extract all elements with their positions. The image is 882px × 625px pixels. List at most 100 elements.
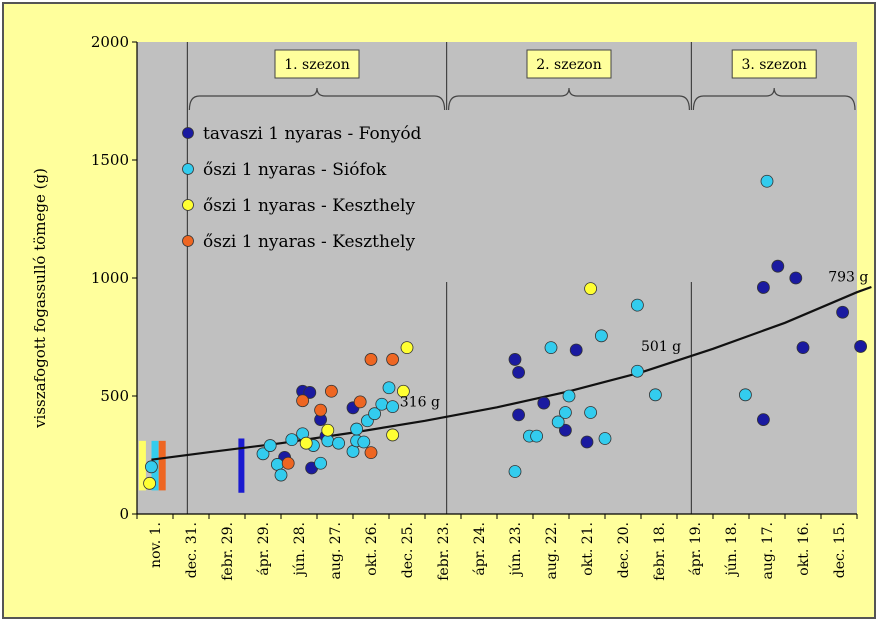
legend-marker xyxy=(182,199,194,211)
legend: tavaszi 1 nyaras - Fonyód őszi 1 nyaras -… xyxy=(182,124,422,252)
initial-stock-bar xyxy=(138,440,146,491)
data-point-series-2 xyxy=(551,415,565,429)
data-point-series-1 xyxy=(303,386,317,399)
y-tick-label: 0 xyxy=(119,505,129,523)
data-point-series-1 xyxy=(757,281,770,294)
data-point-series-2 xyxy=(350,422,364,436)
legend-marker xyxy=(182,163,194,175)
data-point-series-1 xyxy=(757,413,770,427)
data-point-series-2 xyxy=(263,439,277,452)
season-label: 2. szezon xyxy=(536,57,601,73)
data-point-series-2 xyxy=(382,381,396,395)
season-label: 1. szezon xyxy=(284,57,349,73)
trend-annotation: 316 g xyxy=(400,395,440,411)
stocking-bar xyxy=(238,438,245,493)
data-point-series-2 xyxy=(739,388,752,402)
x-tick-label: okt. 16. xyxy=(796,522,812,576)
data-point-series-1 xyxy=(789,271,803,285)
data-point-series-3 xyxy=(299,436,313,450)
data-point-series-2 xyxy=(368,407,382,421)
season-label: 3. szezon xyxy=(741,57,806,73)
x-tick-label: aug. 22. xyxy=(544,522,560,580)
x-tick-label: nov. 1. xyxy=(148,522,164,568)
data-point-series-1 xyxy=(559,423,572,437)
x-tick-label: dec. 31. xyxy=(184,522,200,578)
data-point-series-2 xyxy=(598,432,612,445)
data-point-series-2 xyxy=(321,434,335,448)
x-tick-label: febr. 18. xyxy=(652,522,668,581)
data-point-series-3 xyxy=(143,476,157,490)
data-point-series-2 xyxy=(386,400,400,414)
x-tick-label: dec. 25. xyxy=(400,522,416,578)
data-point-series-4 xyxy=(353,395,367,409)
season-label-box xyxy=(526,49,612,79)
legend-label: tavaszi 1 nyaras - Fonyód xyxy=(203,124,422,144)
data-points xyxy=(143,174,867,490)
y-tick-label: 500 xyxy=(100,387,129,405)
data-point-series-2 xyxy=(595,329,608,343)
data-point-series-4 xyxy=(281,456,295,470)
data-point-series-4 xyxy=(324,384,338,398)
data-point-series-1 xyxy=(512,408,525,422)
x-tick-label: dec. 15. xyxy=(832,522,848,578)
data-point-series-2 xyxy=(760,174,774,188)
y-axis-label: visszafogott fogassulló tömege (g) xyxy=(31,168,49,429)
data-point-series-1 xyxy=(512,365,525,379)
data-point-series-2 xyxy=(274,468,288,482)
x-tick-label: febr. 29. xyxy=(220,522,236,581)
data-point-series-2 xyxy=(649,388,662,402)
legend-label: őszi 1 nyaras - Keszthely xyxy=(203,232,415,252)
data-point-series-3 xyxy=(386,428,400,442)
data-point-series-3 xyxy=(584,282,597,296)
data-point-series-1 xyxy=(796,341,810,355)
data-point-series-2 xyxy=(144,460,158,474)
data-point-series-2 xyxy=(256,447,270,461)
trend-annotation: 501 g xyxy=(641,339,681,355)
axes: 0 500 1000 1500 2000 nov. 1. dec. 31. febr. 29.… xyxy=(91,33,858,581)
initial-stock-bar xyxy=(158,440,166,491)
data-point-series-2 xyxy=(314,456,328,470)
season-label-box xyxy=(731,49,817,79)
y-tick-label: 1500 xyxy=(91,151,129,169)
data-point-series-2 xyxy=(559,406,572,419)
season-dividers: 1. szezon 2. szezon 3. szezon xyxy=(186,42,856,514)
x-tick-label: febr. 23. xyxy=(436,522,452,581)
data-point-series-4 xyxy=(314,403,328,417)
data-point-series-4 xyxy=(386,353,400,366)
season-label-box xyxy=(274,49,360,79)
data-point-series-2 xyxy=(285,433,299,447)
data-point-series-1 xyxy=(508,353,522,366)
legend-label: őszi 1 nyaras - Keszthely xyxy=(203,196,415,216)
data-point-series-2 xyxy=(631,364,644,378)
data-point-series-1 xyxy=(771,259,785,273)
data-point-series-2 xyxy=(584,406,597,419)
data-point-series-1 xyxy=(854,340,867,353)
data-point-series-4 xyxy=(364,446,378,460)
y-tick-label: 1000 xyxy=(91,269,129,287)
data-point-series-1 xyxy=(537,396,551,410)
x-tick-label: okt. 26. xyxy=(364,522,380,576)
data-point-series-2 xyxy=(346,445,360,458)
x-tick-label: okt. 21. xyxy=(580,522,596,576)
legend-label: őszi 1 nyaras - Siófok xyxy=(203,160,387,180)
season-brace xyxy=(188,87,446,111)
data-point-series-3 xyxy=(400,341,414,355)
x-tick-label: ápr. 19. xyxy=(688,522,704,576)
x-tick-label: dec. 20. xyxy=(616,522,632,578)
x-tick-label: aug. 17. xyxy=(760,522,776,580)
annotations: 316 g 501 g 793 g xyxy=(400,270,869,411)
data-point-series-2 xyxy=(332,436,346,450)
legend-marker xyxy=(182,127,194,139)
data-point-series-4 xyxy=(296,394,310,408)
data-point-series-2 xyxy=(357,435,371,449)
data-point-series-2 xyxy=(530,429,543,443)
data-point-series-3 xyxy=(396,384,410,398)
season-brace xyxy=(448,87,690,111)
data-point-series-2 xyxy=(562,389,576,403)
y-tick-label: 2000 xyxy=(91,33,129,51)
data-point-series-2 xyxy=(375,397,389,411)
x-tick-label: ápr. 29. xyxy=(256,522,272,576)
data-point-series-2 xyxy=(270,458,284,471)
data-point-series-1 xyxy=(569,343,583,357)
